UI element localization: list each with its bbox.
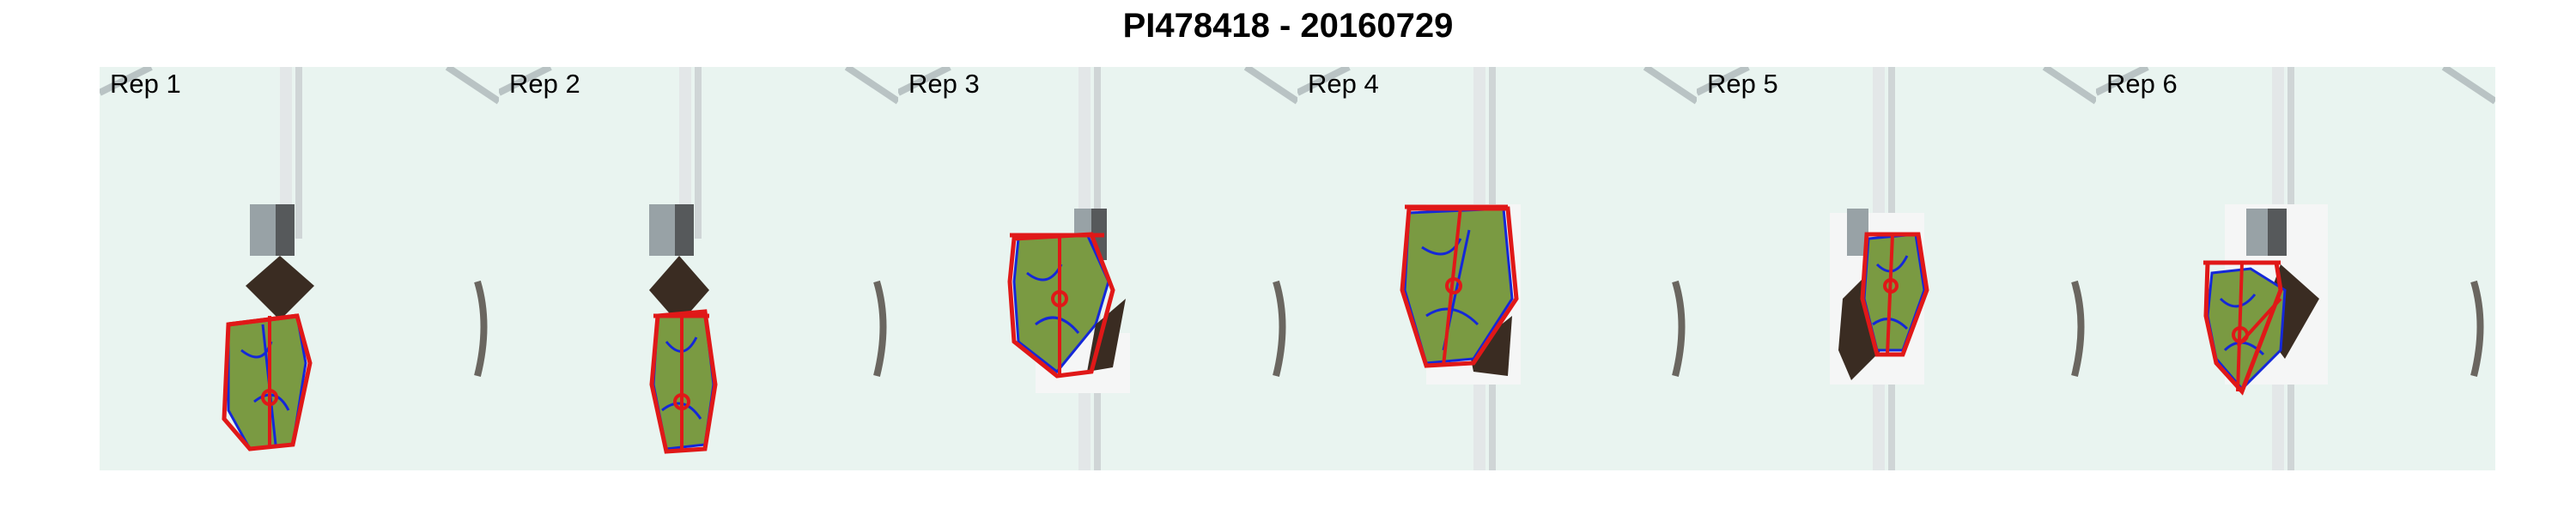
rep-label: Rep 5 (1707, 69, 1778, 99)
rep-label: Rep 6 (2106, 69, 2178, 99)
plant-image-rep-3 (898, 67, 1297, 470)
panel-rep-6: Rep 6 (2096, 67, 2495, 470)
rep-label: Rep 4 (1308, 69, 1379, 99)
panel-rep-2: Rep 2 (499, 67, 898, 470)
panel-rep-1: Rep 1 (100, 67, 499, 470)
panel-rep-3: Rep 3 (898, 67, 1297, 470)
panel-rep-5: Rep 5 (1697, 67, 2096, 470)
figure-title: PI478418 - 20160729 (1122, 7, 1454, 45)
plant-image-rep-1 (100, 67, 499, 470)
rep-label: Rep 3 (908, 69, 980, 99)
rep-label: Rep 1 (110, 69, 181, 99)
panel-rep-4: Rep 4 (1297, 67, 1697, 470)
image-panel-grid: Rep 1 Rep 2 (100, 67, 2495, 470)
plant-image-rep-5 (1697, 67, 2096, 470)
plant-image-rep-2 (499, 67, 898, 470)
plant-image-rep-6 (2096, 67, 2495, 470)
rep-label: Rep 2 (509, 69, 580, 99)
plant-image-rep-4 (1297, 67, 1697, 470)
